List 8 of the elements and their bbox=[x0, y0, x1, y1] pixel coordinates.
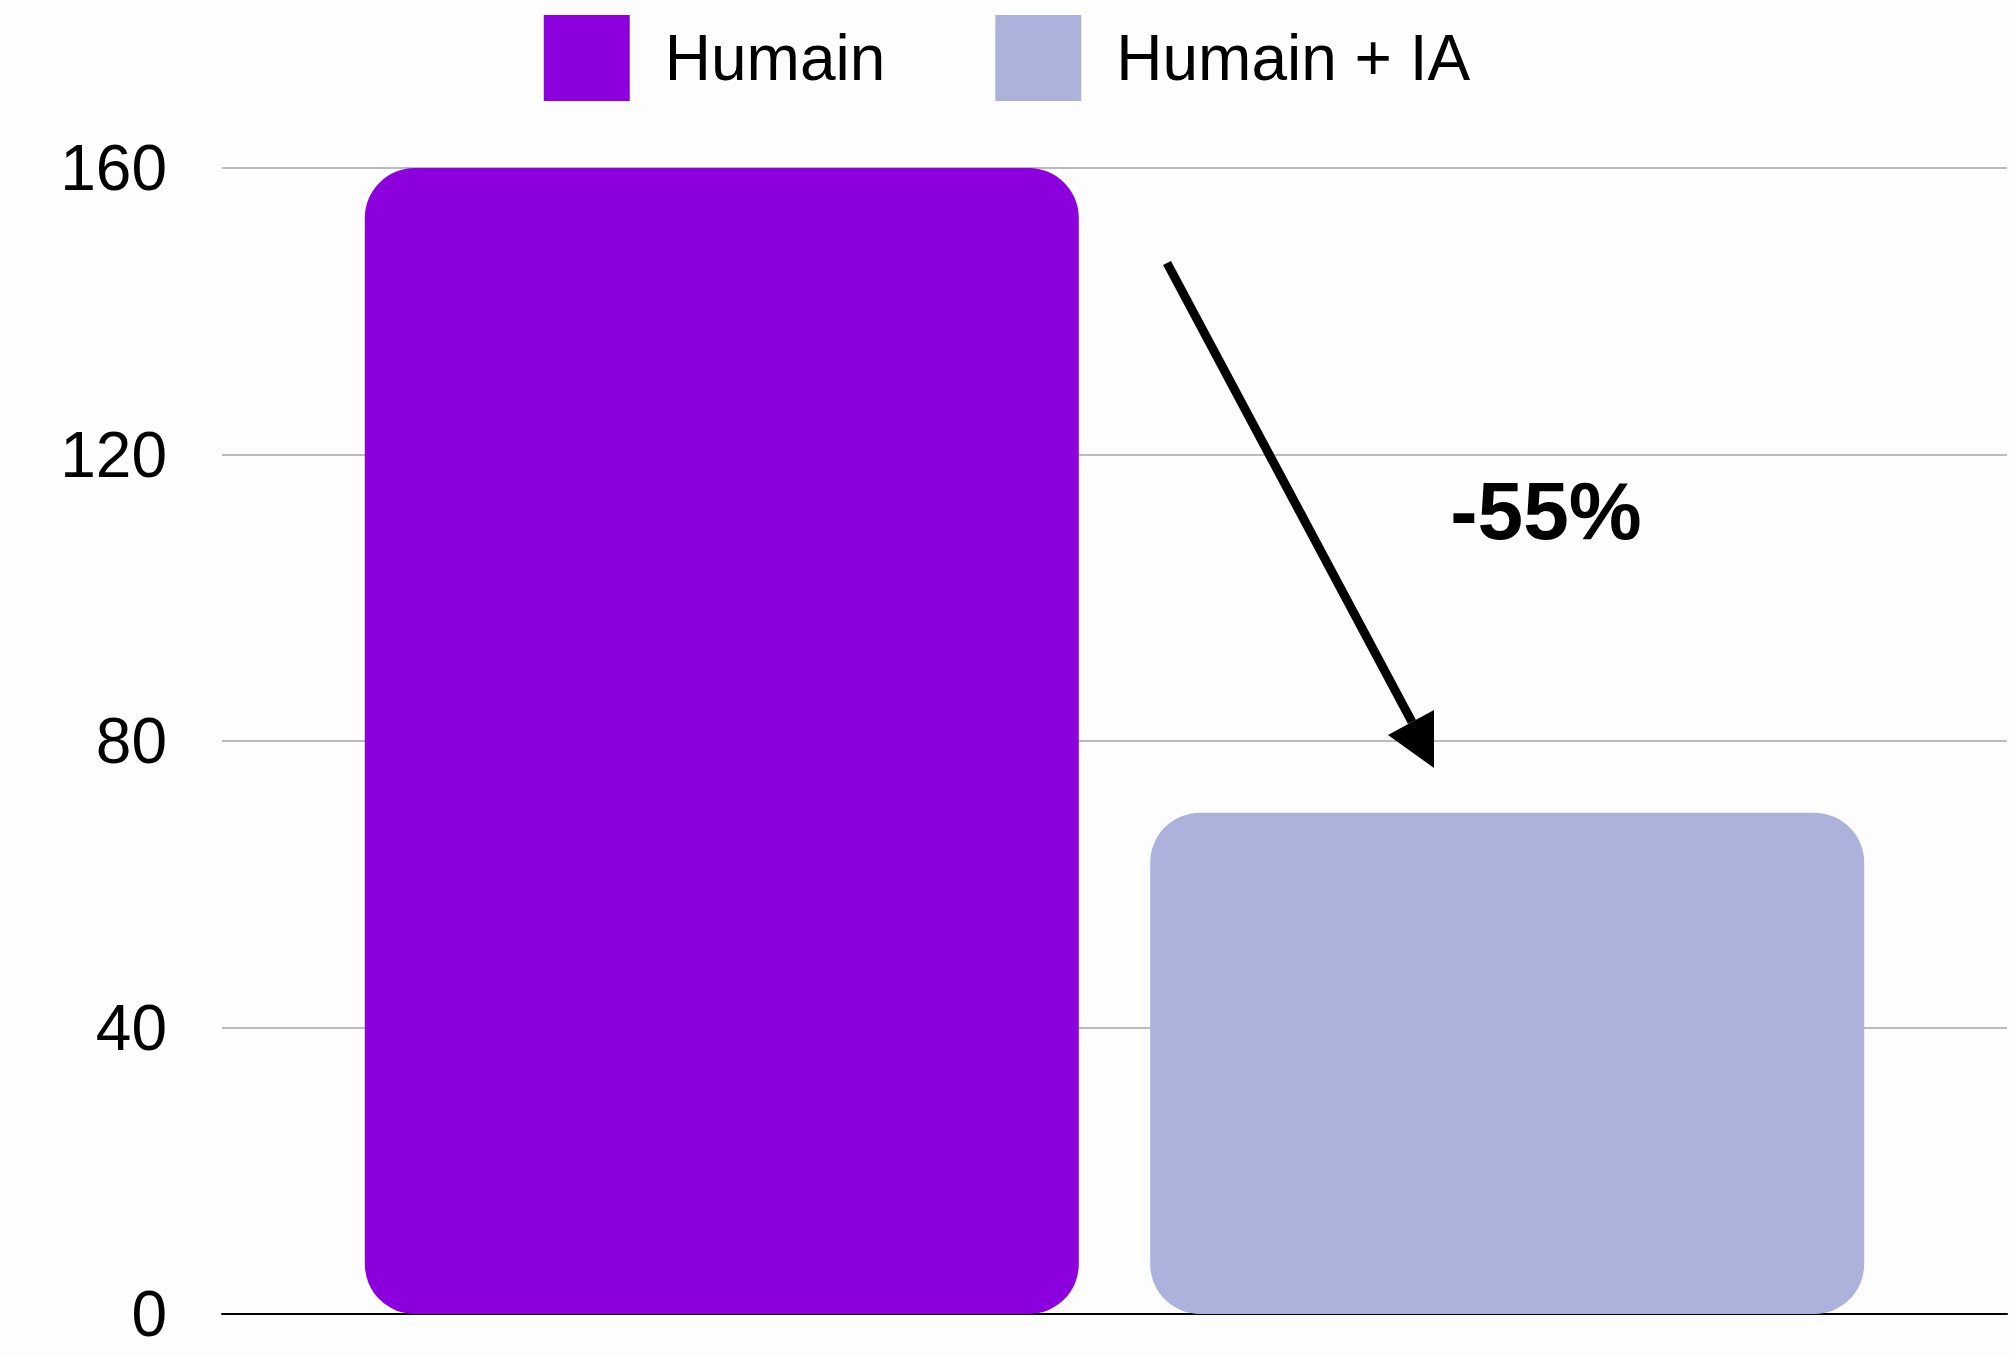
y-tick-label: 0 bbox=[131, 1278, 167, 1350]
annotation: -55% bbox=[1450, 464, 1642, 558]
y-tick-label: 40 bbox=[95, 991, 167, 1064]
y-tick-label: 120 bbox=[60, 418, 167, 491]
y-tick-label: 80 bbox=[95, 705, 167, 777]
legend-label: Humain bbox=[664, 22, 886, 94]
legend-label: Humain + IA bbox=[1116, 22, 1471, 94]
y-tick-label: 160 bbox=[60, 132, 167, 204]
